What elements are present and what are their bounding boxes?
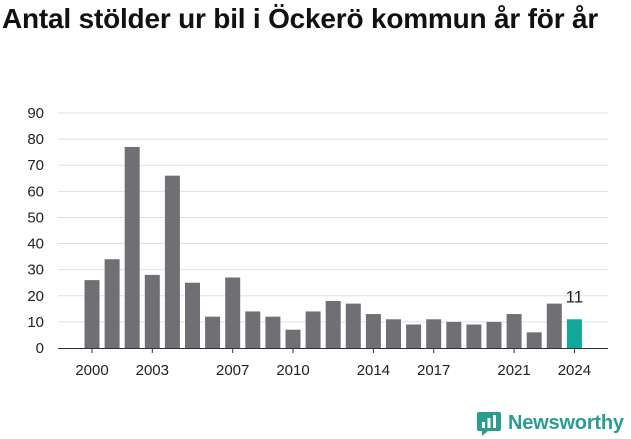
bar-2023 [546, 303, 562, 348]
y-tick-label: 50 [27, 209, 44, 226]
y-tick-label: 0 [36, 340, 44, 357]
bar-2014 [365, 314, 381, 348]
bar-2006 [205, 316, 221, 348]
bar-2024 [566, 319, 582, 348]
y-tick-label: 40 [27, 236, 44, 253]
y-tick-label: 90 [27, 105, 44, 122]
bar-2011 [305, 311, 321, 348]
data-label: 11 [566, 287, 584, 306]
bar-2008 [245, 311, 261, 348]
bar-2000 [84, 280, 100, 348]
bar-2005 [185, 282, 200, 348]
bar-2004 [164, 175, 180, 348]
bar-2019 [466, 324, 482, 348]
y-tick-label: 60 [27, 183, 44, 200]
bar-2012 [325, 301, 341, 348]
bar-2002 [124, 146, 140, 348]
brand-logo: Newsworthy [476, 408, 624, 438]
bar-2003 [144, 274, 160, 348]
bar-2010 [285, 329, 301, 348]
bar-2013 [345, 303, 361, 348]
y-tick-label: 70 [27, 157, 44, 174]
x-tick-label: 2007 [216, 362, 249, 379]
y-tick-label: 10 [27, 314, 44, 331]
bar-2015 [386, 319, 401, 348]
brand-name: Newsworthy [508, 411, 624, 434]
bar-2001 [104, 259, 120, 348]
newsworthy-logo-icon [477, 412, 501, 436]
bar-2016 [406, 324, 422, 348]
y-tick-label: 30 [27, 262, 44, 279]
x-tick-label: 2014 [357, 362, 390, 379]
x-tick-label: 2024 [558, 362, 591, 379]
x-tick-label: 2021 [497, 362, 530, 379]
x-tick-label: 2010 [276, 362, 309, 379]
y-tick-label: 20 [27, 288, 44, 305]
bar-2022 [526, 332, 542, 348]
x-tick-label: 2017 [417, 362, 450, 379]
bar-2018 [446, 321, 462, 348]
bar-2007 [225, 277, 241, 348]
x-tick-label: 2000 [75, 362, 108, 379]
bar-2020 [486, 321, 502, 348]
bar-2009 [265, 316, 281, 348]
y-tick-label: 80 [27, 131, 44, 148]
chart-title: Antal stölder ur bil i Öckerö kommun år … [2, 3, 599, 34]
bar-2021 [506, 314, 522, 348]
bar-2017 [426, 319, 442, 348]
x-tick-label: 2003 [136, 362, 169, 379]
